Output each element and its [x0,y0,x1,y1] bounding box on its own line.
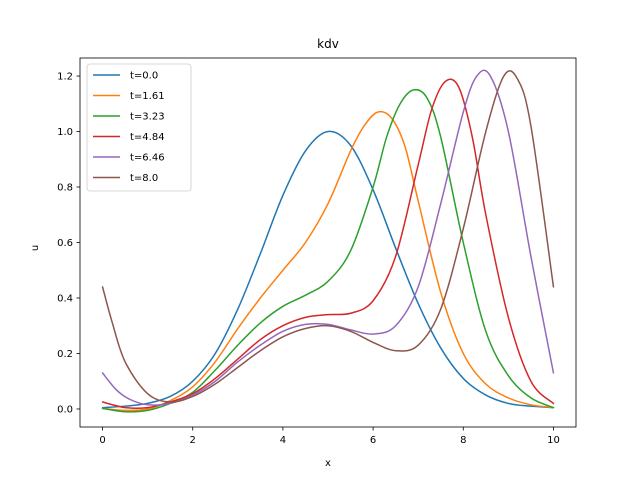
y-tick-label: 0.8 [57,183,73,194]
series-line-1 [101,130,555,409]
y-tick-label: 0.0 [57,404,73,415]
x-tick-label: 4 [280,435,286,446]
y-tick-label: 0.4 [57,293,73,304]
legend: t=0.0 t=1.61 t=3.23 t=4.84 t=6.46 t=8.0 [86,63,192,192]
series-lines [101,69,555,413]
legend-label: t=8.0 [130,173,158,184]
legend-label: t=0.0 [130,71,158,82]
x-axis: 0 2 4 6 8 10 [99,427,560,446]
series-line-5 [101,69,555,406]
series-line-2 [101,110,555,412]
legend-label: t=6.46 [130,153,165,164]
legend-label: t=3.23 [130,112,165,123]
y-tick-label: 1.0 [57,127,73,138]
x-tick-label: 0 [99,435,105,446]
x-tick-label: 10 [547,435,560,446]
y-axis-title: u [30,245,41,251]
x-tick-label: 6 [370,435,376,446]
chart-title: kdv [317,37,339,51]
plot-area: 0 2 4 6 8 10 0.0 0.2 0.4 0.6 0.8 1.0 1.2 t=0.0 t=1.6… [57,57,577,446]
series-line-4 [101,78,555,410]
x-tick-label: 8 [460,435,466,446]
x-tick-label: 2 [190,435,196,446]
legend-label: t=1.61 [130,91,165,102]
y-tick-label: 0.6 [57,238,73,249]
y-tick-label: 1.2 [57,72,73,83]
y-axis: 0.0 0.2 0.4 0.6 0.8 1.0 1.2 [57,72,80,415]
y-tick-label: 0.2 [57,349,73,360]
series-line-6 [101,70,555,403]
x-axis-title: x [325,458,331,469]
legend-box [86,63,192,192]
legend-label: t=4.84 [130,132,165,143]
